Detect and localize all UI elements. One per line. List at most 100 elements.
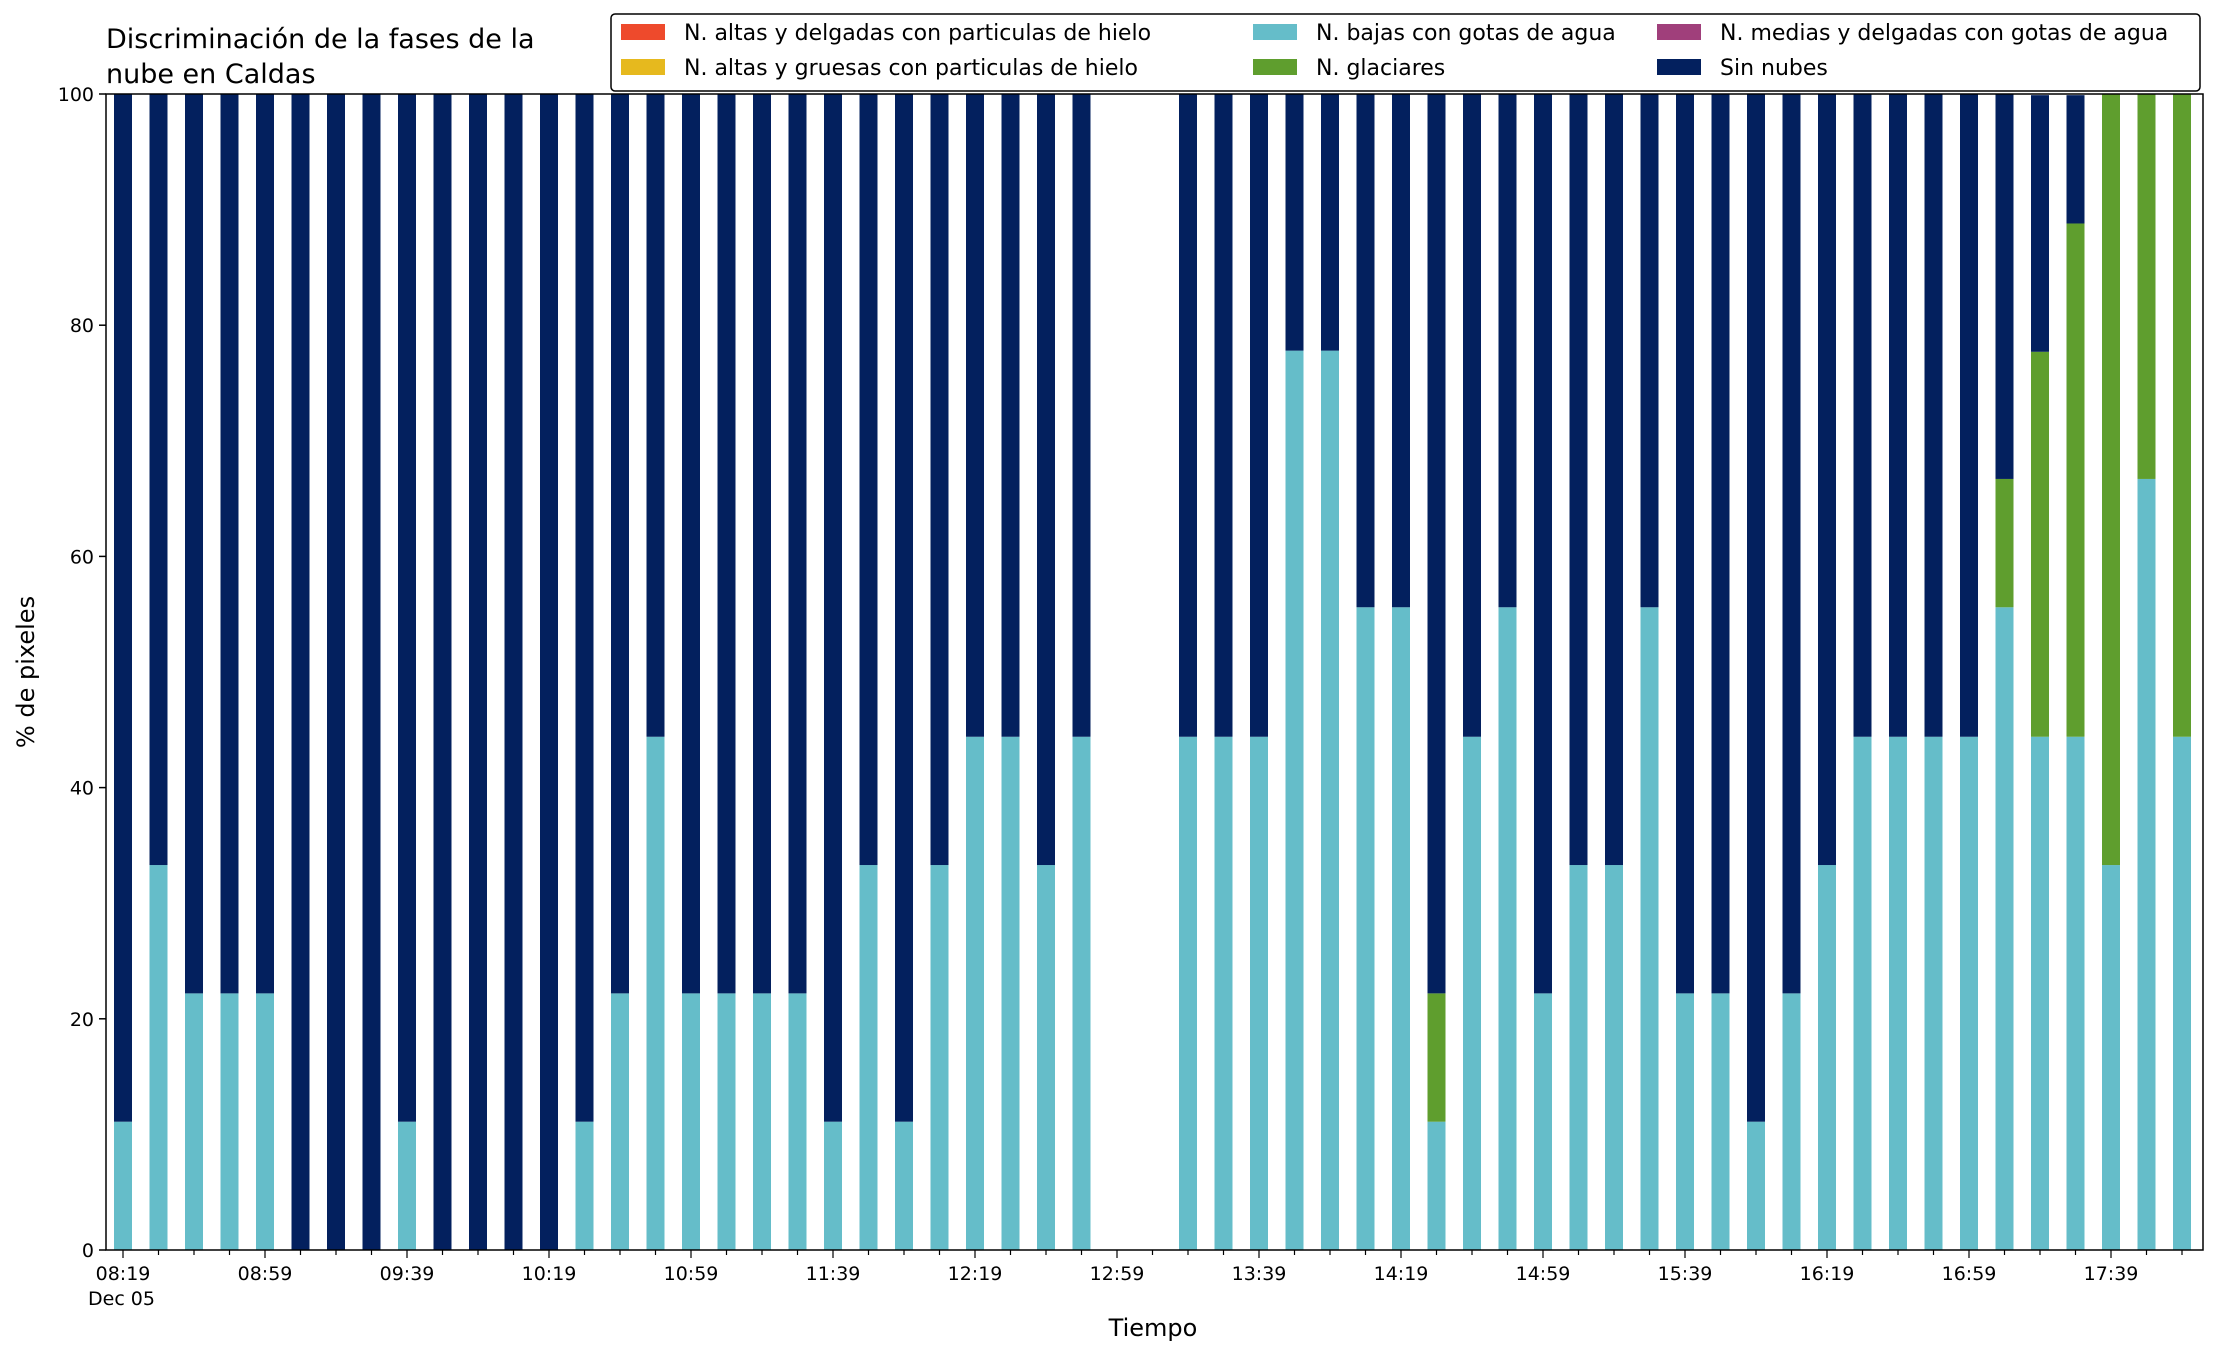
legend-swatch <box>1253 24 1297 40</box>
legend-label: N. bajas con gotas de agua <box>1316 21 1616 46</box>
bar-segment-n-bajas-con-gotas-de-agua <box>1179 736 1197 1250</box>
legend-item-n-altas-y-gruesas-con-particulas-de-hielo: N. altas y gruesas con particulas de hie… <box>621 56 1138 81</box>
bar-segment-sin-nubes <box>1037 94 1055 866</box>
bar-segment-n-bajas-con-gotas-de-agua <box>256 993 274 1250</box>
x-axis: 08:19 08:59 09:39 10:19 10:59 11:39 12:19 12:59… <box>96 1250 2183 1285</box>
bar-segment-sin-nubes <box>1179 94 1197 737</box>
bar-segment-n-glaciares <box>1427 993 1446 1122</box>
legend-item-n-glaciares: N. glaciares <box>1253 56 1445 81</box>
bar-segment-n-bajas-con-gotas-de-agua <box>1995 607 2014 1250</box>
bar-segment-sin-nubes <box>433 94 452 1250</box>
y-tick-label: 40 <box>70 778 94 800</box>
x-tick-label: 10:59 <box>664 1263 719 1285</box>
legend-swatch <box>1657 59 1701 75</box>
bar-segment-n-bajas-con-gotas-de-agua <box>859 865 878 1250</box>
x-tick-label: 12:19 <box>948 1263 1003 1285</box>
x-axis-label: Tiempo <box>1108 1314 1198 1342</box>
bar-segment-n-bajas-con-gotas-de-agua <box>114 1121 132 1250</box>
bar-segment-sin-nubes <box>966 94 984 737</box>
bar-segment-n-bajas-con-gotas-de-agua <box>1818 865 1836 1250</box>
bar-segment-sin-nubes <box>717 94 736 994</box>
x-axis-date-label: Dec 05 <box>88 1288 155 1310</box>
bar-segment-sin-nubes <box>611 94 629 994</box>
y-tick-label: 100 <box>58 84 94 106</box>
bar-segment-n-bajas-con-gotas-de-agua <box>2173 736 2191 1250</box>
bar-segment-n-bajas-con-gotas-de-agua <box>1676 993 1694 1250</box>
legend-swatch <box>1657 24 1701 40</box>
bar-segment-n-bajas-con-gotas-de-agua <box>1463 736 1481 1250</box>
bar-segment-n-bajas-con-gotas-de-agua <box>611 993 629 1250</box>
x-tick-label: 12:59 <box>1090 1263 1145 1285</box>
bar-segment-sin-nubes <box>1321 94 1339 351</box>
bar-segment-n-bajas-con-gotas-de-agua <box>753 993 771 1250</box>
bar-segment-sin-nubes <box>540 94 558 1250</box>
bar-segment-sin-nubes <box>788 94 807 994</box>
bar-segment-n-glaciares <box>2137 94 2156 479</box>
bar-segment-sin-nubes <box>682 94 700 994</box>
bar-segment-sin-nubes <box>1676 94 1694 994</box>
legend-swatch <box>621 24 665 40</box>
bar-segment-sin-nubes <box>1356 94 1375 608</box>
bar-segment-sin-nubes <box>398 94 416 1122</box>
bar-segment-sin-nubes <box>575 94 594 1122</box>
x-tick-label: 17:39 <box>2084 1263 2139 1285</box>
legend-item-n-medias-y-delgadas-con-gotas-de-agua: N. medias y delgadas con gotas de agua <box>1657 21 2168 46</box>
bar-segment-sin-nubes <box>824 94 842 1122</box>
x-tick-label: 16:59 <box>1942 1263 1997 1285</box>
bar-segment-sin-nubes <box>149 94 168 866</box>
bar-segment-sin-nubes <box>1605 94 1623 866</box>
legend-swatch <box>1253 59 1297 75</box>
bar-segment-n-bajas-con-gotas-de-agua <box>646 736 665 1250</box>
bar-segment-n-bajas-con-gotas-de-agua <box>149 865 168 1250</box>
bar-segment-sin-nubes <box>220 94 239 994</box>
bar-segment-n-bajas-con-gotas-de-agua <box>2137 478 2156 1250</box>
bar-segment-sin-nubes <box>1569 94 1588 866</box>
bar-segment-n-bajas-con-gotas-de-agua <box>1853 736 1872 1250</box>
bar-segment-n-bajas-con-gotas-de-agua <box>220 993 239 1250</box>
bar-segment-n-glaciares <box>1995 478 2014 608</box>
bar-segment-n-bajas-con-gotas-de-agua <box>185 993 203 1250</box>
bar-segment-sin-nubes <box>1747 94 1765 1122</box>
bar-segment-n-bajas-con-gotas-de-agua <box>1214 736 1233 1250</box>
chart-title-line-2: nube en Caldas <box>106 59 316 90</box>
x-tick-label: 16:19 <box>1800 1263 1855 1285</box>
bar-segment-n-bajas-con-gotas-de-agua <box>930 865 949 1250</box>
bar-segment-sin-nubes <box>1463 94 1481 737</box>
bar-segment-n-glaciares <box>2031 351 2049 737</box>
bar-segment-n-bajas-con-gotas-de-agua <box>398 1121 416 1250</box>
bar-segment-n-bajas-con-gotas-de-agua <box>1889 736 1907 1250</box>
bar-segment-n-bajas-con-gotas-de-agua <box>895 1121 913 1250</box>
bar-segment-sin-nubes <box>1498 94 1517 608</box>
bar-segment-sin-nubes <box>1782 94 1801 994</box>
bar-segment-n-bajas-con-gotas-de-agua <box>2031 736 2049 1250</box>
bar-segment-sin-nubes <box>753 94 771 994</box>
bar-segment-sin-nubes <box>930 94 949 866</box>
bar-segment-n-bajas-con-gotas-de-agua <box>2066 736 2085 1250</box>
bar-segment-sin-nubes <box>1001 94 1020 737</box>
bar-segment-sin-nubes <box>646 94 665 737</box>
bar-segment-sin-nubes <box>1392 94 1410 608</box>
bar-segment-n-glaciares <box>2066 223 2085 737</box>
bar-segment-sin-nubes <box>185 94 203 994</box>
bar-segment-n-glaciares <box>2173 94 2191 737</box>
bar-segment-n-bajas-con-gotas-de-agua <box>1640 607 1659 1250</box>
x-tick-label: 14:59 <box>1516 1263 1571 1285</box>
legend-item-n-altas-y-delgadas-con-particulas-de-hielo: N. altas y delgadas con particulas de hi… <box>621 21 1151 46</box>
bar-segment-n-bajas-con-gotas-de-agua <box>1498 607 1517 1250</box>
bar-segment-n-bajas-con-gotas-de-agua <box>682 993 700 1250</box>
bar-segment-n-bajas-con-gotas-de-agua <box>1782 993 1801 1250</box>
bar-segment-n-bajas-con-gotas-de-agua <box>1924 736 1943 1250</box>
bar-segment-sin-nubes <box>291 94 310 1250</box>
bar-segment-sin-nubes <box>2031 95 2049 352</box>
bar-segment-sin-nubes <box>1285 94 1304 351</box>
bar-segment-n-bajas-con-gotas-de-agua <box>1392 607 1410 1250</box>
bar-segment-sin-nubes <box>1214 94 1233 737</box>
bar-segment-sin-nubes <box>1534 94 1552 994</box>
legend-item-n-bajas-con-gotas-de-agua: N. bajas con gotas de agua <box>1253 21 1616 46</box>
bar-segment-n-bajas-con-gotas-de-agua <box>1427 1121 1446 1250</box>
bar-segment-sin-nubes <box>1640 94 1659 608</box>
bars-layer <box>114 94 2191 1250</box>
chart-title-line-1: Discriminación de la fases de la <box>106 24 535 55</box>
bar-segment-n-bajas-con-gotas-de-agua <box>1356 607 1375 1250</box>
